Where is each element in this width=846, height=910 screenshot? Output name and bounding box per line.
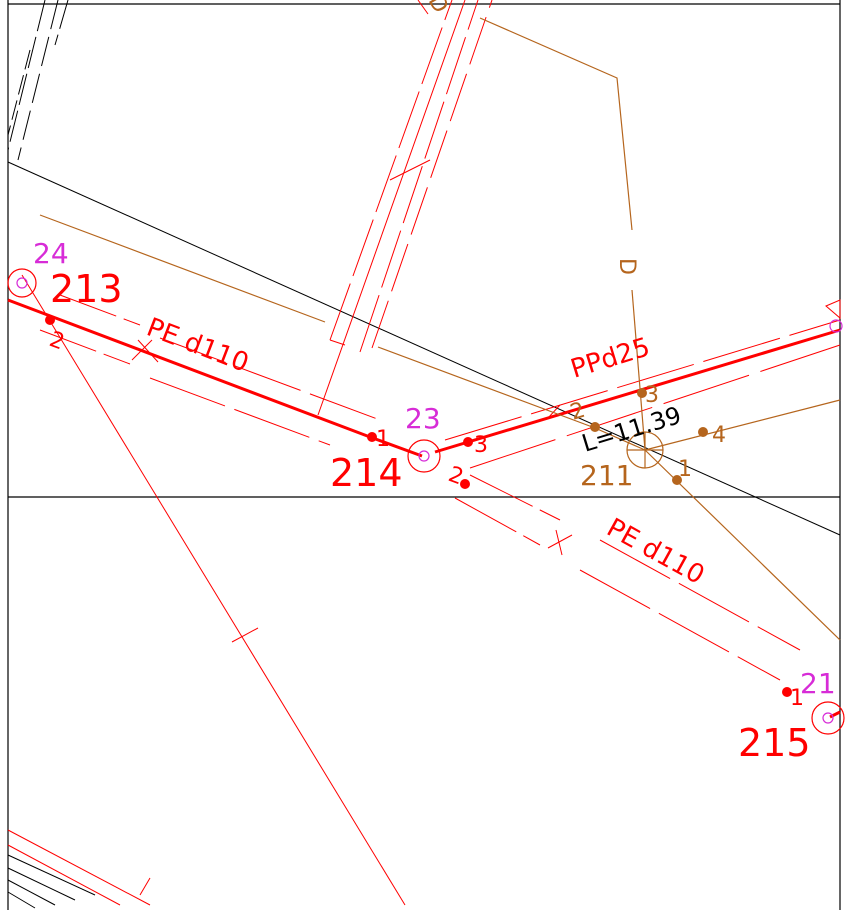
dashed-road-edges — [7, 0, 96, 909]
node-21-ring — [811, 701, 845, 735]
label-node-21: 21 — [800, 667, 836, 700]
label-pt-3-red: 3 — [474, 433, 488, 458]
label-id-215: 215 — [738, 721, 811, 765]
pipe-stub-215 — [829, 710, 841, 719]
label-pt-1-right: 1 — [790, 686, 804, 711]
drawing-frame — [7, 0, 841, 910]
label-pt-3-brown: 3 — [645, 383, 659, 408]
label-pipe-ppd25: PPd25 — [567, 332, 653, 384]
label-pt-1-brown: 1 — [678, 457, 692, 482]
brown-vertex-dots — [590, 388, 708, 485]
label-pipe-pe-right: PE d110 — [602, 513, 710, 591]
label-id-211: 211 — [580, 459, 633, 492]
label-id-213: 213 — [50, 267, 123, 311]
label-pt-1-mid: 1 — [376, 427, 390, 452]
label-pt-2-left: 2 — [46, 327, 68, 355]
label-marker-d: D — [614, 258, 639, 275]
label-node-23: 23 — [405, 402, 441, 435]
red-thin-network — [7, 0, 841, 906]
label-pt-2-brown: 2 — [567, 398, 588, 426]
red-vertex-dots — [45, 315, 792, 697]
label-id-214: 214 — [330, 451, 403, 495]
label-pt-4-brown: 4 — [712, 423, 726, 448]
red-main-pipes — [7, 298, 841, 719]
label-node-24: 24 — [33, 237, 69, 270]
label-pipe-pe-left: PE d110 — [142, 313, 252, 379]
pipe-pe-left — [7, 298, 423, 458]
node-23-ring — [407, 439, 441, 473]
node-24-ring — [7, 268, 37, 298]
label-length-dim: L=11.39 — [579, 401, 685, 458]
parcel-boundary — [7, 161, 841, 536]
node-symbols — [7, 268, 845, 735]
